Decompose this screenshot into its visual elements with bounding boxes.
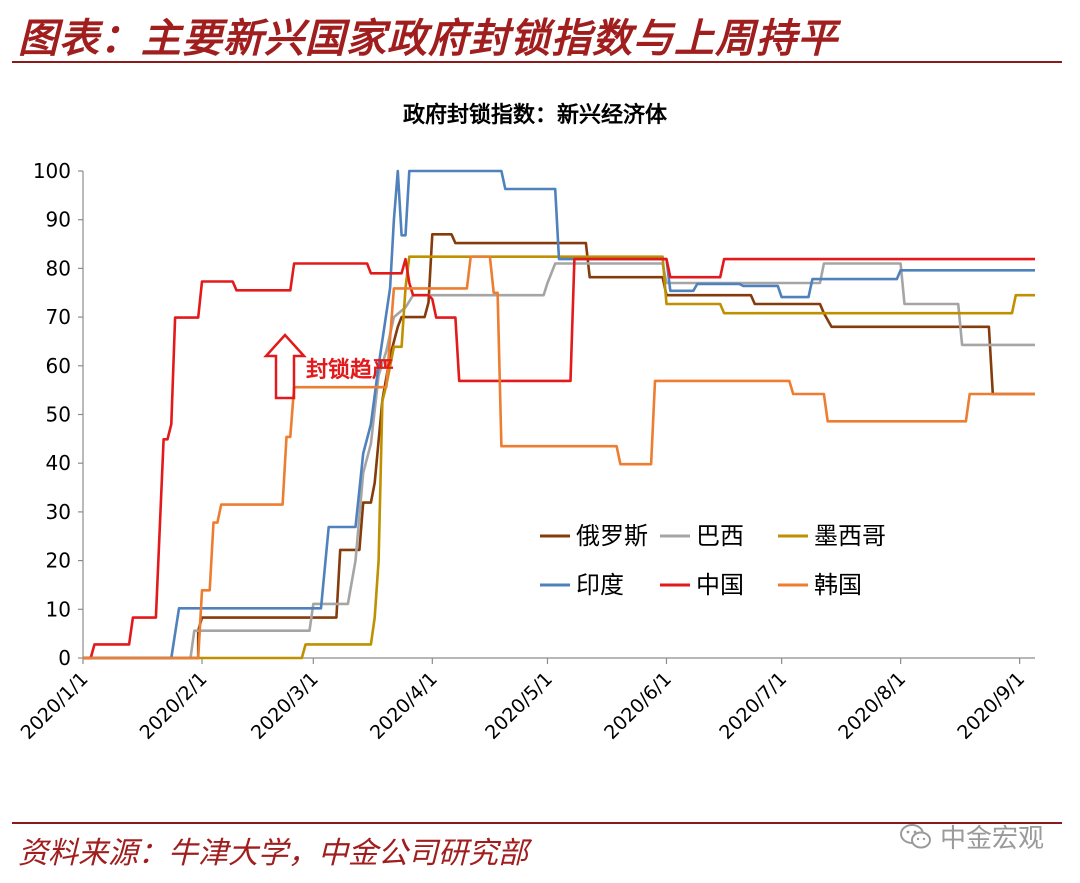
series-line-墨西哥: [83, 255, 1035, 660]
legend-label: 墨西哥: [814, 522, 886, 550]
x-tick-label: 2020/6/1: [600, 668, 676, 744]
series-line-印度: [83, 169, 1035, 660]
axes: 0 10 20 30 40 50 60 70 80 90 100 2020/1/1 2020/2/1 20…: [17, 159, 1035, 744]
series-lines: [83, 169, 1035, 660]
y-tick-label: 50: [46, 403, 71, 427]
lockdown-index-chart: 政府封锁指数：新兴经济体 0 10 20 30 40 50 60 70 80 90 100 2020/…: [17, 102, 1035, 744]
y-tick-label: 80: [46, 256, 71, 280]
x-tick-label: 2020/7/1: [715, 668, 791, 744]
header-rule: [12, 61, 1062, 63]
tightening-annotation: 封锁趋严: [263, 333, 394, 400]
y-tick-label: 30: [46, 500, 71, 524]
legend-label: 俄罗斯: [576, 522, 648, 550]
x-tick-label: 2020/5/1: [481, 668, 557, 744]
footer-rule: [12, 822, 1062, 824]
y-tick-label: 70: [46, 305, 71, 329]
up-arrow-icon: [263, 333, 307, 400]
page-title: 图表：主要新兴国家政府封锁指数与上周持平: [18, 15, 838, 62]
y-tick-label: 100: [33, 159, 71, 183]
legend-label: 巴西: [696, 522, 744, 550]
x-tick-label: 2020/3/1: [247, 668, 323, 744]
annotation-label: 封锁趋严: [306, 357, 394, 383]
x-tick-label: 2020/8/1: [834, 668, 910, 744]
legend-label: 印度: [576, 571, 624, 599]
watermark-label: 中金宏观: [940, 824, 1045, 854]
series-line-中国: [83, 257, 1035, 660]
series-line-俄罗斯: [83, 233, 1035, 660]
x-tick-label: 2020/9/1: [953, 668, 1029, 744]
series-line-韩国: [83, 255, 1035, 660]
y-tick-label: 0: [58, 646, 71, 670]
x-tick-label: 2020/2/1: [136, 668, 212, 744]
y-tick-label: 60: [46, 354, 71, 378]
y-tick-label: 10: [46, 597, 71, 621]
source-note: 资料来源：牛津大学，中金公司研究部: [18, 836, 528, 871]
x-tick-label: 2020/4/1: [366, 668, 442, 744]
watermark: 中金宏观: [900, 818, 1044, 855]
legend-label: 中国: [696, 571, 744, 599]
legend-label: 韩国: [814, 571, 862, 599]
wechat-icon: [900, 823, 931, 848]
series-line-巴西: [83, 262, 1035, 660]
chart-title: 政府封锁指数：新兴经济体: [403, 102, 668, 128]
y-tick-label: 20: [46, 549, 71, 573]
x-tick-label: 2020/1/1: [17, 668, 93, 744]
y-tick-label: 40: [46, 451, 71, 475]
y-tick-label: 90: [46, 208, 71, 232]
